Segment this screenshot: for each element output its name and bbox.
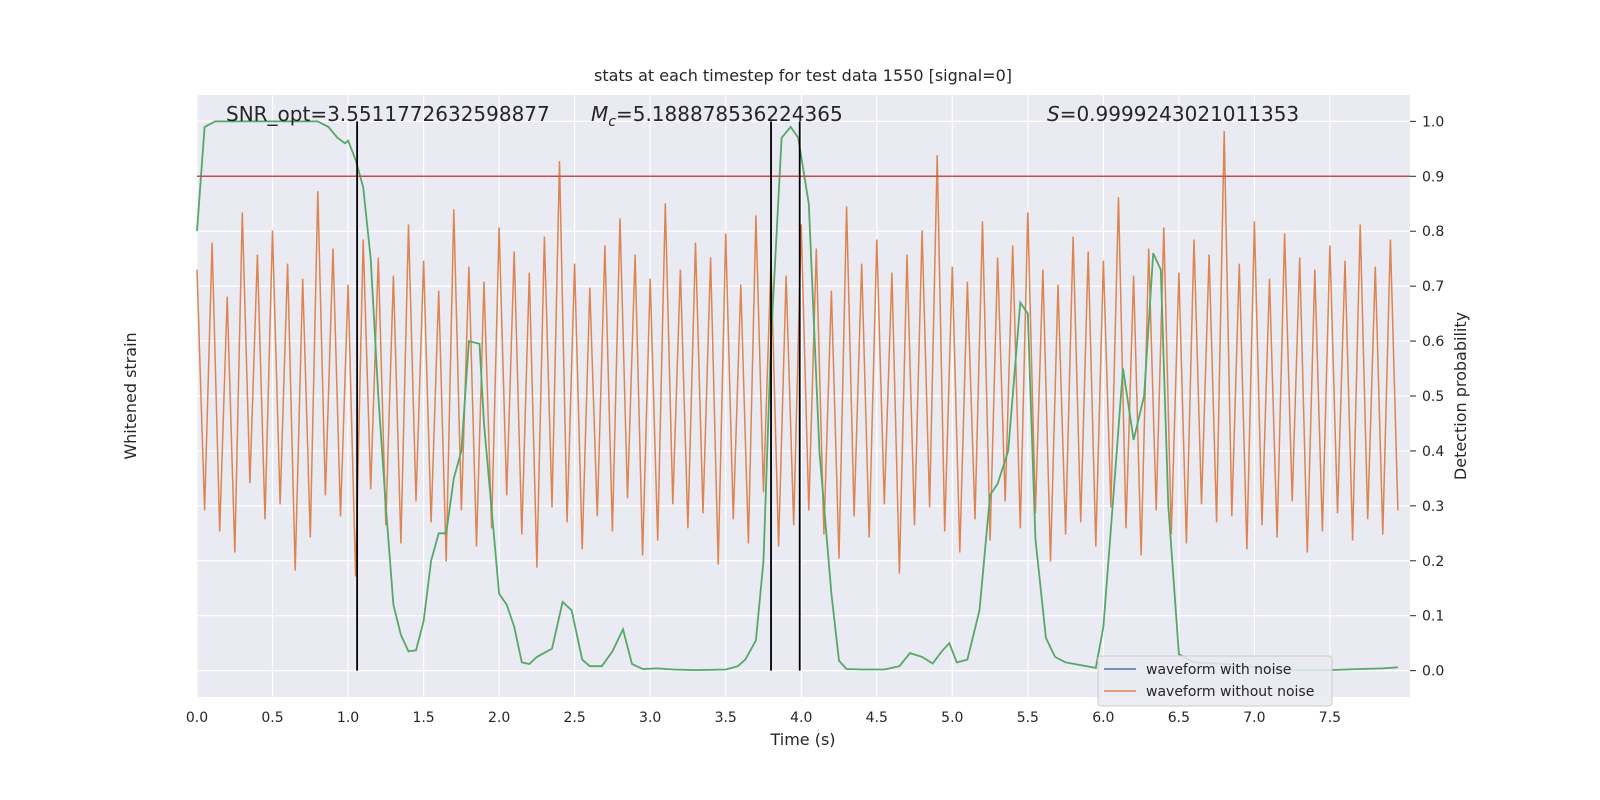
x-tick-label: 1.0 [337,710,359,726]
series-line [196,131,1399,577]
annotation: SNR_opt=3.5511772632598877 [226,102,550,126]
annotation-value: =5.188878536224365 [616,102,843,126]
y2-tick-label: 0.0 [1422,664,1444,680]
x-tick-label: 6.0 [1092,710,1114,726]
y2-tick-label: 0.7 [1422,279,1444,295]
annotation-symbol: M [591,102,608,126]
y2-tick-label: 0.9 [1422,169,1444,185]
y2-axis-label: Detection probability [1451,312,1470,480]
annotation-symbol: S [1047,102,1060,126]
x-tick-label: 5.5 [1017,710,1039,726]
y-axis-label: Whitened strain [121,332,140,459]
y2-tick-label: 0.3 [1422,499,1444,515]
x-tick-label: 2.0 [488,710,510,726]
x-tick-label: 0.5 [261,710,283,726]
x-tick-label: 3.5 [715,710,737,726]
chart-title: stats at each timestep for test data 155… [594,66,1012,85]
y2-tick-label: 0.5 [1422,389,1444,405]
x-tick-label: 0.0 [186,710,208,726]
x-tick-label: 1.5 [412,710,434,726]
x-tick-label: 4.5 [866,710,888,726]
x-tick-label: 7.5 [1319,710,1341,726]
annotation: S=0.9999243021011353 [1047,102,1299,126]
x-tick-label: 7.0 [1243,710,1265,726]
legend-label: waveform with noise [1146,662,1291,678]
x-tick-label: 3.0 [639,710,661,726]
legend-box [1097,655,1333,707]
x-tick-label: 2.5 [564,710,586,726]
x-axis-label: Time (s) [769,730,835,749]
y2-tick-label: 0.6 [1422,334,1444,350]
legend-label: waveform without noise [1146,684,1314,700]
y2-tick-label: 0.1 [1422,609,1444,625]
x-tick-label: 6.5 [1168,710,1190,726]
annotation: Mc=5.188878536224365 [591,102,843,130]
y2-tick-label: 1.0 [1422,114,1444,130]
y2-tick-label: 0.2 [1422,554,1444,570]
x-tick-label: 4.0 [790,710,812,726]
series-line [196,120,1398,672]
x-tick-label: 5.0 [941,710,963,726]
y2-tick-label: 0.8 [1422,224,1444,240]
y2-tick-label: 0.4 [1422,444,1444,460]
annotation-value: =0.9999243021011353 [1060,102,1299,126]
annotation-subscript: c [608,114,616,130]
